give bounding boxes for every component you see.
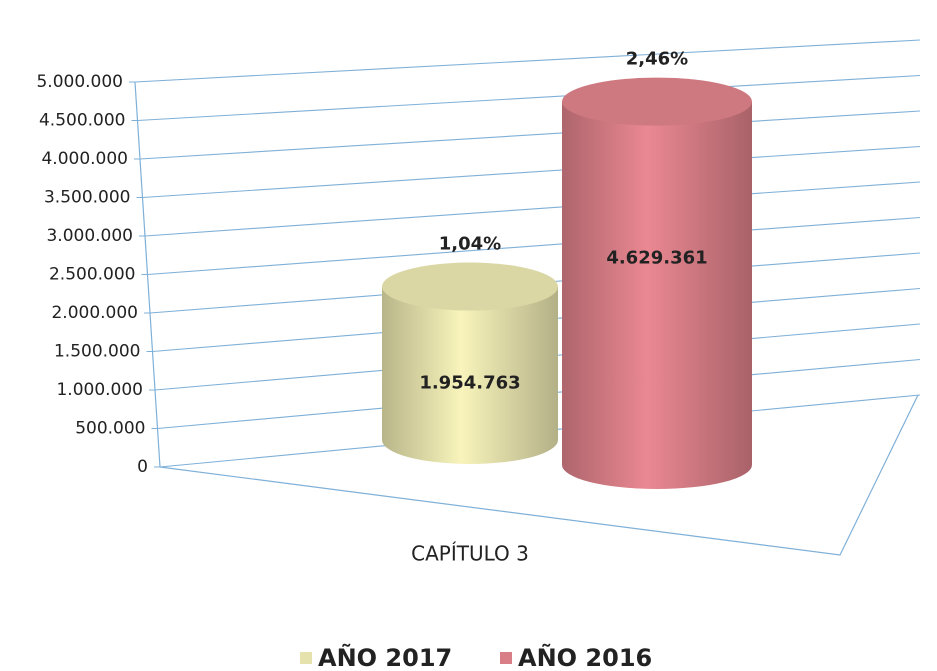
legend-label: AÑO 2016: [518, 643, 652, 671]
annotation: 2,46%: [626, 49, 688, 70]
y-tick-label: 500.000: [75, 419, 145, 439]
grid-line: [139, 110, 921, 160]
y-tick-label: 3.500.000: [44, 188, 131, 208]
cylinder: [382, 262, 558, 464]
grid-line: [144, 181, 921, 237]
legend-label: AÑO 2017: [318, 643, 452, 671]
cylinder: [562, 77, 752, 490]
grid-line: [142, 145, 921, 199]
cylinder-body: [562, 101, 752, 490]
grid-line: [147, 216, 921, 276]
y-tick-label: 5.000.000: [36, 72, 123, 92]
grid-line: [137, 74, 921, 122]
y-tick-label: 3.000.000: [46, 226, 133, 246]
cylinder-body: [382, 286, 558, 464]
legend-swatch: [300, 652, 312, 664]
y-tick-label: 4.000.000: [41, 149, 128, 169]
y-tick-label: 0: [137, 457, 148, 477]
y-tick-label: 4.500.000: [39, 111, 126, 131]
value-label: 4.629.361: [606, 247, 707, 268]
legend-swatch: [500, 652, 512, 664]
y-tick-label: 2.000.000: [51, 303, 138, 323]
y-tick-label: 1.500.000: [54, 342, 141, 362]
floor: [159, 394, 919, 556]
y-tick-label: 2.500.000: [49, 265, 136, 285]
annotation: 1,04%: [439, 234, 501, 255]
grid-line: [134, 39, 921, 83]
cylinder-top: [562, 77, 752, 126]
value-label: 1.954.763: [419, 372, 520, 393]
x-tick-label: CAPÍTULO 3: [411, 542, 529, 566]
cylinder-top: [382, 262, 558, 311]
y-tick-label: 1.000.000: [56, 380, 143, 400]
